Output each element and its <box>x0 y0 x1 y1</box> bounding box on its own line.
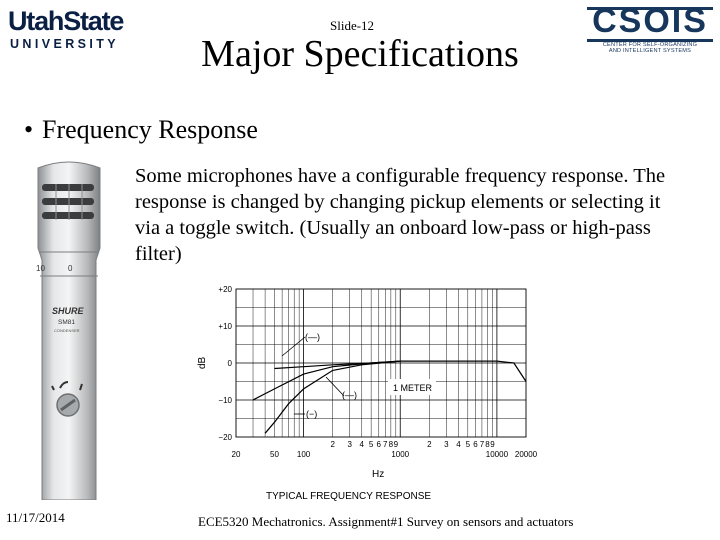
chart-annotation-4: 1 METER <box>393 383 433 393</box>
chart-xtick-label: 2 <box>427 440 432 449</box>
chart-xtick-label: 5 <box>466 440 471 449</box>
csois-logo: CSOIS CENTER FOR SELF-ORGANIZING AND INT… <box>583 2 717 54</box>
chart-xtick-label: 1000 <box>391 450 409 459</box>
mic-scale-right: 0 <box>68 264 73 273</box>
chart-series-line-3 <box>264 360 401 434</box>
chart-xtick-label: 8 <box>485 440 490 449</box>
chart-annotation-2: (—) <box>342 390 357 400</box>
chart-xtick-label: 9 <box>394 440 399 449</box>
mic-type: CONDENSER <box>54 328 80 333</box>
mic-scale-left: 10 <box>36 264 45 273</box>
bullet-item: • Frequency Response <box>24 114 258 146</box>
logo-subtitle-2: AND INTELLIGENT SYSTEMS <box>608 48 692 54</box>
chart-annotation-3: (−) <box>306 409 317 419</box>
microphone-image: 10 0 SHURE SM81 CONDENSER <box>36 161 101 500</box>
footer-text: ECE5320 Mechatronics. Assignment#1 Surve… <box>198 514 574 529</box>
footer-date: 11/17/2014 <box>6 510 65 525</box>
chart-xtick-label: 3 <box>347 440 352 449</box>
bullet-text: Frequency Response <box>42 115 258 144</box>
chart-xtick-label: 7 <box>383 440 388 449</box>
chart-xtick-label: 100 <box>297 450 311 459</box>
logo-subtitle-1: CENTER FOR SELF-ORGANIZING <box>602 42 698 48</box>
chart-xtick-label: 4 <box>360 440 365 449</box>
logo-rule-bottom <box>587 39 713 42</box>
chart-xtick-label: 6 <box>377 440 382 449</box>
logo-line-1: UtahState <box>8 6 124 36</box>
chart-ytick-label: −20 <box>218 433 232 442</box>
chart-ylabel: dB <box>197 356 208 369</box>
chart-xtick-label: 5 <box>369 440 374 449</box>
chart-series <box>252 360 527 434</box>
chart-xtick-label: 50 <box>270 450 279 459</box>
chart-ytick-label: −10 <box>218 396 232 405</box>
chart-ytick-label: 0 <box>228 359 233 368</box>
utah-state-university-logo: UtahState UNIVERSITY <box>6 6 142 54</box>
body-paragraph: Some microphones have a configurable fre… <box>135 165 666 265</box>
chart-ytick-label: +10 <box>218 322 232 331</box>
chart-xtick-label: 20000 <box>515 450 538 459</box>
logo-rule-top <box>587 7 713 10</box>
slide-number: Slide-12 <box>330 18 375 33</box>
chart-xtick-label: 2 <box>330 440 335 449</box>
chart-xtick-label: 10000 <box>486 450 509 459</box>
chart-xlabel: Hz <box>372 469 384 480</box>
chart-xtick-label: 8 <box>389 440 394 449</box>
chart-ytick-label: +20 <box>218 285 232 294</box>
chart-grid <box>235 288 527 438</box>
logo-line-2: UNIVERSITY <box>10 37 120 51</box>
chart-xtick-label: 6 <box>473 440 478 449</box>
logo-word: CSOIS <box>592 2 708 40</box>
chart-xtick-label: 3 <box>444 440 449 449</box>
chart-xtick-label: 7 <box>480 440 485 449</box>
chart-annotation-1: (—) <box>305 332 320 342</box>
chart-label-box <box>388 379 436 395</box>
chart-series-line-1 <box>274 360 527 382</box>
chart-series-line-2 <box>252 360 401 401</box>
chart-xtick-label: 4 <box>456 440 461 449</box>
mic-brand: SHURE <box>52 306 85 316</box>
slide-title: Major Specifications <box>201 33 519 75</box>
bullet-dot: • <box>24 115 34 144</box>
chart-title: TYPICAL FREQUENCY RESPONSE <box>266 491 431 502</box>
chart-xtick-label: 20 <box>232 450 241 459</box>
mic-model: SM81 <box>58 319 75 326</box>
chart-xtick-label: 9 <box>490 440 495 449</box>
